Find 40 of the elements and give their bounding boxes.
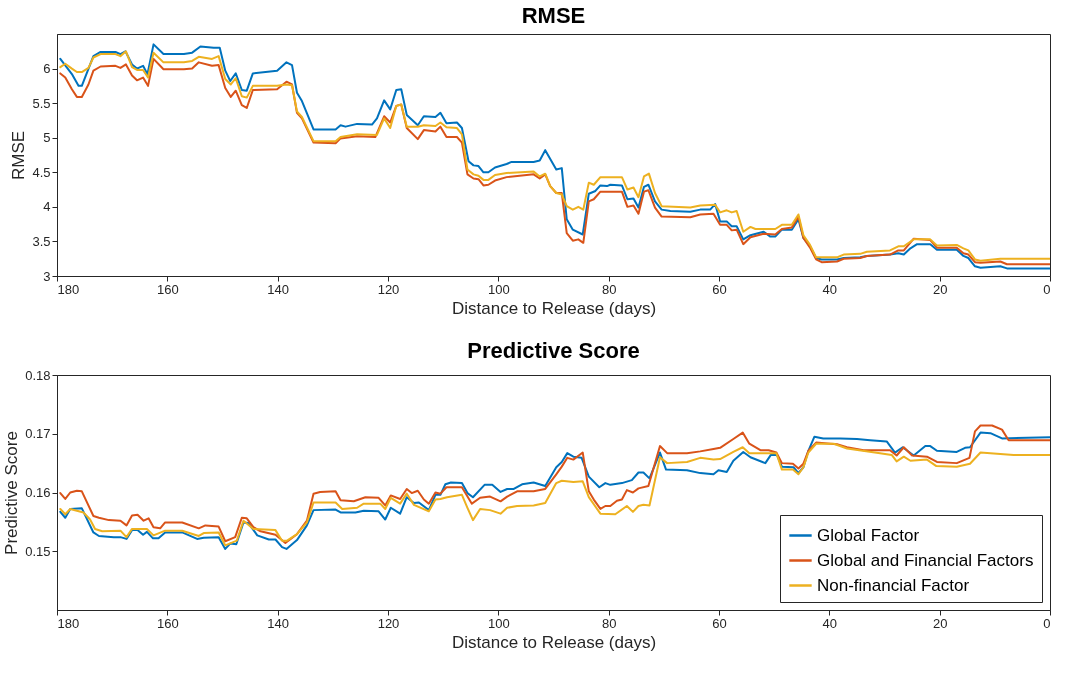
y-tick-label: 4 bbox=[43, 199, 51, 215]
legend-label: Global Factor bbox=[817, 525, 920, 545]
chart-title: RMSE bbox=[521, 3, 586, 28]
y-tick-label: 6 bbox=[43, 61, 51, 77]
chart-title: Predictive Score bbox=[467, 338, 640, 363]
y-axis-title: Predictive Score bbox=[2, 431, 22, 555]
x-tick-label: 180 bbox=[57, 615, 80, 631]
x-tick-label: 0 bbox=[1043, 615, 1051, 631]
y-tick-label: 0.16 bbox=[25, 485, 51, 500]
x-tick-label: 120 bbox=[377, 615, 400, 631]
x-tick-label: 0 bbox=[1043, 281, 1051, 297]
x-tick-label: 40 bbox=[822, 281, 838, 297]
x-tick-label: 140 bbox=[267, 615, 290, 631]
y-tick-label: 0.15 bbox=[25, 543, 51, 559]
x-tick-label: 100 bbox=[487, 615, 510, 631]
x-tick-label: 140 bbox=[267, 281, 290, 297]
x-tick-label: 80 bbox=[601, 615, 617, 631]
x-tick-label: 20 bbox=[932, 615, 948, 631]
x-tick-label: 80 bbox=[601, 281, 617, 297]
y-tick-label: 3.5 bbox=[32, 233, 51, 249]
y-tick-label: 5.5 bbox=[32, 95, 51, 111]
legend-label: Global and Financial Factors bbox=[817, 550, 1034, 570]
legend-label: Non-financial Factor bbox=[817, 575, 970, 595]
y-tick-label: 3 bbox=[43, 268, 51, 284]
y-axis-title: RMSE bbox=[9, 130, 29, 181]
x-tick-label: 20 bbox=[932, 281, 948, 297]
x-tick-label: 60 bbox=[712, 615, 727, 631]
x-tick-label: 40 bbox=[822, 615, 838, 631]
x-tick-label: 60 bbox=[712, 281, 727, 297]
x-tick-label: 160 bbox=[156, 281, 179, 297]
x-tick-label: 100 bbox=[487, 281, 510, 297]
y-tick-label: 0.18 bbox=[25, 367, 51, 383]
x-tick-label: 180 bbox=[57, 281, 80, 297]
x-axis-title: Distance to Release (days) bbox=[451, 632, 657, 652]
x-tick-label: 120 bbox=[377, 281, 400, 297]
x-axis-title: Distance to Release (days) bbox=[451, 298, 657, 318]
y-tick-label: 0.17 bbox=[25, 426, 51, 442]
y-tick-label: 5 bbox=[43, 130, 51, 146]
x-tick-label: 160 bbox=[156, 615, 179, 631]
y-tick-label: 4.5 bbox=[32, 164, 51, 180]
